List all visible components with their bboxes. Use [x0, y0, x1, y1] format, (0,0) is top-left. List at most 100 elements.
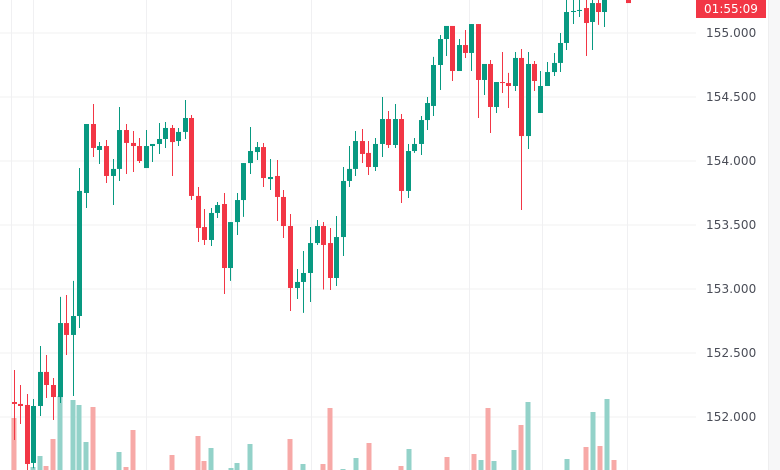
candle[interactable] [170, 125, 175, 176]
candle[interactable] [532, 61, 537, 91]
candle[interactable] [482, 63, 487, 95]
candle[interactable] [202, 209, 207, 245]
candle[interactable] [552, 52, 557, 77]
candle[interactable] [228, 222, 233, 281]
candle[interactable] [241, 163, 246, 217]
candle[interactable] [183, 99, 188, 139]
candle[interactable] [328, 227, 333, 291]
candle-body [360, 141, 365, 154]
candle[interactable] [386, 110, 391, 148]
candle[interactable] [506, 72, 511, 109]
candle[interactable] [71, 280, 76, 397]
candle[interactable] [406, 143, 411, 198]
candle[interactable] [131, 131, 136, 173]
candle[interactable] [64, 295, 69, 356]
candle[interactable] [18, 385, 23, 425]
candle[interactable] [494, 82, 499, 113]
candle[interactable] [571, 0, 576, 25]
candle[interactable] [476, 24, 481, 118]
candle[interactable] [538, 71, 543, 113]
candle[interactable] [469, 24, 474, 72]
candle[interactable] [545, 62, 550, 86]
candle[interactable] [189, 115, 194, 201]
candle[interactable] [602, 0, 607, 27]
candle[interactable] [366, 141, 371, 175]
candle[interactable] [196, 186, 201, 243]
candle[interactable] [596, 0, 601, 25]
candle[interactable] [288, 213, 293, 312]
candle[interactable] [58, 296, 63, 404]
candle[interactable] [584, 0, 589, 57]
candle[interactable] [51, 377, 56, 420]
candle[interactable] [38, 345, 43, 416]
candle[interactable] [248, 126, 253, 175]
candle[interactable] [438, 35, 443, 90]
plot-area[interactable] [0, 0, 696, 470]
candle[interactable] [419, 115, 424, 155]
right-scrollbar-gutter[interactable] [768, 0, 780, 470]
candle[interactable] [84, 124, 89, 208]
candle[interactable] [163, 121, 168, 148]
candle[interactable] [44, 355, 49, 399]
candle[interactable] [157, 122, 162, 154]
candle[interactable] [457, 39, 462, 72]
candle[interactable] [144, 130, 149, 169]
candle[interactable] [215, 201, 220, 218]
candle[interactable] [431, 56, 436, 116]
candle[interactable] [268, 158, 273, 191]
candle[interactable] [321, 222, 326, 290]
candle[interactable] [91, 104, 96, 158]
candle[interactable] [519, 49, 524, 211]
candle[interactable] [380, 97, 385, 158]
candle[interactable] [12, 370, 17, 441]
candle[interactable] [124, 124, 129, 175]
candle[interactable] [334, 216, 339, 287]
candle[interactable] [590, 0, 595, 51]
candle[interactable] [500, 51, 505, 94]
candle[interactable] [255, 142, 260, 160]
candle[interactable] [308, 227, 313, 303]
candle[interactable] [347, 146, 352, 187]
candle[interactable] [373, 137, 378, 171]
candle[interactable] [399, 114, 404, 203]
candle[interactable] [77, 168, 82, 329]
volume-bar [247, 444, 253, 470]
candle[interactable] [301, 250, 306, 313]
candle[interactable] [209, 207, 214, 246]
candle[interactable] [564, 0, 569, 51]
price-axis[interactable]: 01:55:09 155.000 154.500 154.000 153.500… [696, 0, 768, 470]
candle[interactable] [577, 0, 582, 17]
candle-body [25, 404, 30, 464]
candle[interactable] [261, 142, 266, 187]
candle[interactable] [315, 220, 320, 245]
candle[interactable] [444, 25, 449, 57]
candle[interactable] [111, 158, 116, 206]
candle[interactable] [393, 104, 398, 148]
candle[interactable] [31, 398, 36, 469]
candle[interactable] [341, 167, 346, 256]
candle[interactable] [137, 137, 142, 164]
candle[interactable] [488, 60, 493, 133]
candle[interactable] [513, 51, 518, 91]
candle[interactable] [176, 127, 181, 147]
candle[interactable] [425, 97, 430, 131]
candle[interactable] [275, 159, 280, 222]
candle[interactable] [97, 142, 102, 164]
candle[interactable] [295, 269, 300, 299]
candle[interactable] [117, 106, 122, 181]
candle[interactable] [526, 51, 531, 149]
candle[interactable] [25, 393, 30, 470]
candle[interactable] [360, 129, 365, 164]
candle[interactable] [353, 131, 358, 176]
candle[interactable] [222, 193, 227, 294]
candle[interactable] [235, 193, 240, 235]
candle[interactable] [450, 25, 455, 81]
candle[interactable] [558, 33, 563, 73]
candle[interactable] [150, 143, 155, 163]
candle[interactable] [281, 190, 286, 239]
candle[interactable] [626, 0, 631, 4]
candle[interactable] [104, 140, 109, 184]
candle[interactable] [412, 137, 417, 153]
candle[interactable] [463, 30, 468, 58]
